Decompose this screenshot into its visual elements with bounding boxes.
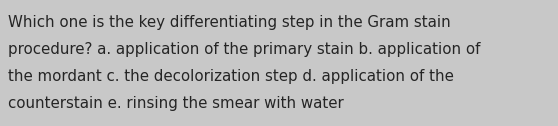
Text: procedure? a. application of the primary stain b. application of: procedure? a. application of the primary…	[8, 42, 480, 57]
Text: the mordant c. the decolorization step d. application of the: the mordant c. the decolorization step d…	[8, 69, 454, 84]
Text: counterstain e. rinsing the smear with water: counterstain e. rinsing the smear with w…	[8, 96, 344, 111]
Text: Which one is the key differentiating step in the Gram stain: Which one is the key differentiating ste…	[8, 15, 450, 30]
